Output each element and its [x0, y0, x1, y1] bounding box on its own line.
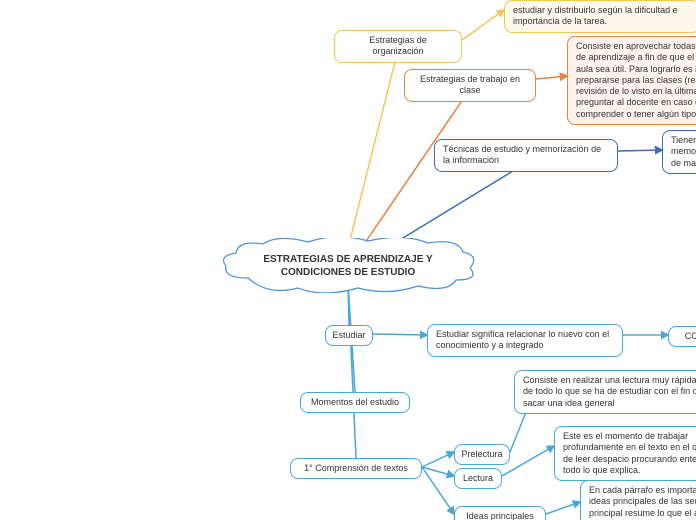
node-lecturaD: Este es el momento de trabajar profundam… [554, 426, 696, 481]
node-trabajo: Estrategias de trabajo en clase [404, 69, 536, 102]
root-node: ESTRATEGIAS DE APRENDIZAJE Y CONDICIONES… [218, 238, 478, 293]
node-lectura: Lectura [454, 468, 502, 489]
node-momentos: Momentos del estudio [300, 392, 410, 413]
root-label: ESTRATEGIAS DE APRENDIZAJE Y CONDICIONES… [218, 253, 478, 279]
mindmap-canvas: { "colors": { "bg": "#ffffff", "cloudFil… [0, 0, 696, 520]
node-estudiar: Estudiar [325, 325, 373, 346]
node-comprension: 1° Comprensión de textos [290, 458, 422, 479]
node-prelecturaD: Consiste en realizar una lectura muy ráp… [514, 370, 696, 414]
node-trabajoD: Consiste en aprovechar todas las instanc… [567, 36, 696, 125]
node-cond: COND [668, 326, 696, 347]
node-tecnicas: Técnicas de estudio y memorización de la… [434, 139, 618, 172]
node-organizacion: Estrategias de organización [334, 30, 462, 63]
node-tecnicasD: Tienen como objetivo memorizar la inform… [662, 130, 696, 174]
node-ideas: Ideas principales [454, 506, 546, 520]
node-ideasD: En cada párrafo es importante localizar … [580, 480, 696, 520]
node-estudiarD: Estudiar significa relacionar lo nuevo c… [427, 324, 623, 357]
node-organizacionD: estudiar y distribuirlo según la dificul… [504, 0, 696, 33]
node-prelectura: Prelectura [454, 444, 510, 465]
